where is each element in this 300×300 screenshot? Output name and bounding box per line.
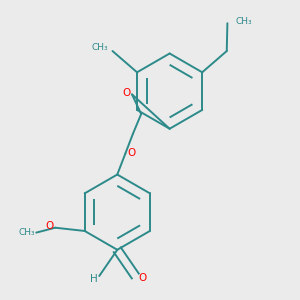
Text: O: O — [45, 221, 54, 231]
Text: CH₃: CH₃ — [18, 228, 34, 237]
Text: CH₃: CH₃ — [92, 43, 109, 52]
Text: O: O — [122, 88, 130, 98]
Text: O: O — [138, 273, 147, 283]
Text: CH₃: CH₃ — [236, 17, 252, 26]
Text: H: H — [90, 274, 98, 284]
Text: O: O — [127, 148, 135, 158]
